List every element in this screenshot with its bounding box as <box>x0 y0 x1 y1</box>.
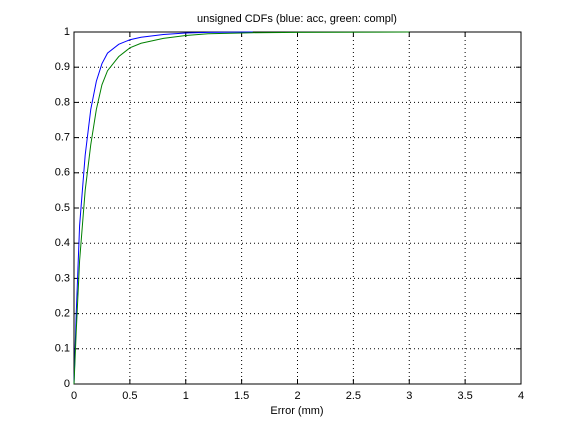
y-tick-label: 0.1 <box>55 343 70 355</box>
y-tick-label: 0.6 <box>55 167 70 179</box>
x-tick-label: 0 <box>71 390 77 402</box>
x-tick-label: 3 <box>406 390 412 402</box>
x-tick-label: 0.5 <box>122 390 137 402</box>
y-tick-label: 0.4 <box>55 237 70 249</box>
data-line <box>73 31 253 385</box>
x-tick-label: 2 <box>294 390 300 402</box>
y-tick-label: 0.5 <box>55 202 70 214</box>
y-tick-label: 1 <box>64 26 70 38</box>
data-line <box>73 31 410 385</box>
y-tick-label: 0.8 <box>55 96 70 108</box>
y-tick-label: 0.7 <box>55 132 70 144</box>
chart-title: unsigned CDFs (blue: acc, green: compl) <box>197 13 397 25</box>
y-tick-label: 0 <box>64 378 70 390</box>
y-tick-label: 0.3 <box>55 272 70 284</box>
x-tick-label: 3.5 <box>457 390 472 402</box>
x-tick-label: 2.5 <box>346 390 361 402</box>
y-tick-label: 0.9 <box>55 61 70 73</box>
x-tick-label: 4 <box>518 390 524 402</box>
x-tick-label: 1 <box>183 390 189 402</box>
x-axis-label: Error (mm) <box>270 405 323 417</box>
x-tick-label: 1.5 <box>234 390 249 402</box>
y-tick-label: 0.2 <box>55 308 70 320</box>
